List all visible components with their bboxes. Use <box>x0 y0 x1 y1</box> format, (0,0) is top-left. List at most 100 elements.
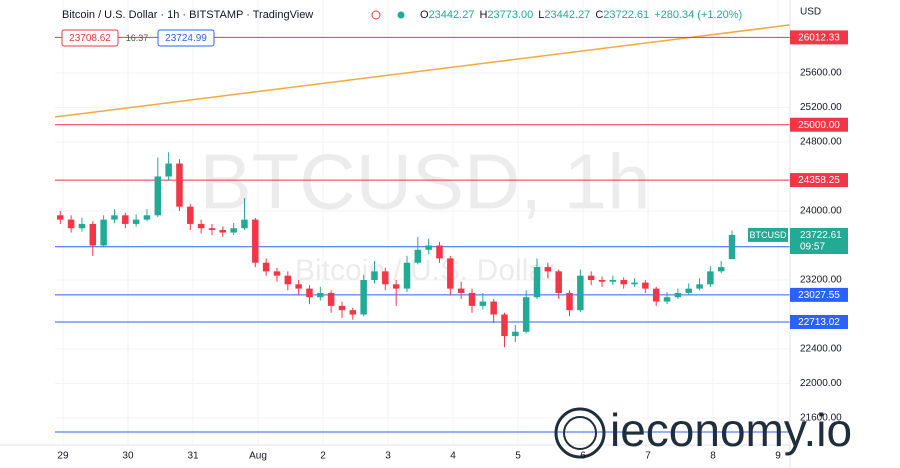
candle-body <box>371 271 378 280</box>
x-tick-label: Aug <box>249 451 267 462</box>
candle-body <box>57 215 64 220</box>
level-label-box <box>790 117 848 132</box>
chart-title: Bitcoin / U.S. Dollar · 1h · BITSTAMP · … <box>62 9 313 21</box>
x-tick-label: 3 <box>385 451 391 462</box>
candle-body <box>425 245 432 250</box>
level-label: 26012.33 <box>798 33 840 44</box>
spread: 16.37 <box>126 33 149 43</box>
x-tick-label: 9 <box>775 451 781 462</box>
candle-body <box>436 245 443 259</box>
ohlc-key: H <box>479 9 487 21</box>
candle-body <box>241 219 248 229</box>
candle-body <box>273 271 281 276</box>
currency[interactable]: USD <box>800 7 821 18</box>
alert-icon[interactable] <box>371 10 381 20</box>
candle-body <box>360 279 367 315</box>
y-tick-label: 23200.00 <box>800 275 842 286</box>
bid: 23708.62 <box>69 33 111 44</box>
candle-body <box>154 176 162 216</box>
y-tick-label: 25200.00 <box>800 102 842 113</box>
candle-body <box>327 292 335 306</box>
x-tick-label: 4 <box>450 451 456 462</box>
candle-body <box>512 331 519 337</box>
candle-body <box>577 275 584 311</box>
watermark: BTCUSD, 1h <box>200 138 651 226</box>
y-tick-label: 24000.00 <box>800 206 842 217</box>
watermark-sub: Bitcoin / U.S. Dollar <box>295 254 555 287</box>
last-price-tag: BTCUSD <box>749 230 787 240</box>
x-tick-label: 8 <box>710 451 716 462</box>
candle-body <box>349 310 357 315</box>
candle-body <box>403 262 411 289</box>
last-price-tag-box <box>748 227 788 242</box>
brand-logo <box>554 407 606 459</box>
ohlc-key: O <box>420 9 429 21</box>
ohlc-value: 23722.61 <box>603 9 649 21</box>
x-tick-label: 29 <box>57 451 69 462</box>
status-dot <box>397 11 405 19</box>
brand: ieconomy.io <box>610 404 852 456</box>
candle-body <box>609 279 617 282</box>
y-tick-label: 22400.00 <box>800 344 842 355</box>
candle-body <box>598 279 606 282</box>
candle-body <box>707 271 714 285</box>
x-tick-label: 31 <box>187 451 199 462</box>
candle-body <box>78 223 86 229</box>
candle-body <box>566 292 573 311</box>
level-label: 22713.02 <box>798 317 840 328</box>
trend-line <box>54 24 791 118</box>
y-tick-label: 21600.00 <box>800 413 842 424</box>
ohlc-value: 23442.27 <box>429 9 475 21</box>
candle-body <box>67 219 75 229</box>
candle-body <box>317 292 324 298</box>
candle-body <box>262 262 270 272</box>
candle-body <box>208 228 216 230</box>
level-label-box <box>790 30 848 45</box>
countdown: 09:57 <box>800 242 825 253</box>
ohlc-key: L <box>538 9 544 21</box>
x-tick-label: 7 <box>645 451 651 462</box>
change: +280.34 (+1.20%) <box>654 9 742 21</box>
candle-body <box>295 284 302 289</box>
candle-body <box>392 284 400 289</box>
x-tick-label: 6 <box>580 451 586 462</box>
candle-body <box>447 258 454 289</box>
candle-body <box>252 219 259 263</box>
candle-body <box>522 297 530 332</box>
candle-body <box>284 275 292 285</box>
candle-body <box>230 228 237 233</box>
ask-box[interactable] <box>157 29 215 47</box>
candle-body <box>533 267 541 298</box>
candle-body <box>717 267 725 272</box>
level-label: 23027.55 <box>798 290 840 301</box>
level-label-box <box>790 287 848 302</box>
candle-body <box>468 292 476 306</box>
x-tick-label: 30 <box>122 451 134 462</box>
candle-body <box>479 301 487 306</box>
candle-body <box>490 301 497 315</box>
ohlc-value: 23442.27 <box>544 9 590 21</box>
level-label: 25000.00 <box>798 120 840 131</box>
plot <box>54 24 791 433</box>
candle-body <box>132 219 140 224</box>
candle-body <box>663 297 671 302</box>
ohlc-value: 23773.00 <box>487 9 533 21</box>
candle-body <box>382 271 389 285</box>
candle-body <box>555 271 562 293</box>
last-price-box <box>790 227 848 254</box>
candle-body <box>306 288 313 298</box>
candle-body <box>100 219 107 246</box>
candle-body <box>457 288 465 293</box>
bid-box[interactable] <box>61 29 119 47</box>
candle-body <box>696 284 703 289</box>
x-tick-label: 2 <box>320 451 326 462</box>
y-tick-label: 22000.00 <box>800 378 842 389</box>
candle-body <box>111 215 118 220</box>
candle-body <box>685 288 692 293</box>
candle-body <box>728 234 736 260</box>
y-tick-label: 24800.00 <box>800 137 842 148</box>
y-tick-label: 25600.00 <box>800 68 842 79</box>
candle-body <box>501 314 508 337</box>
ask: 23724.99 <box>165 33 207 44</box>
candle-body <box>414 249 422 263</box>
